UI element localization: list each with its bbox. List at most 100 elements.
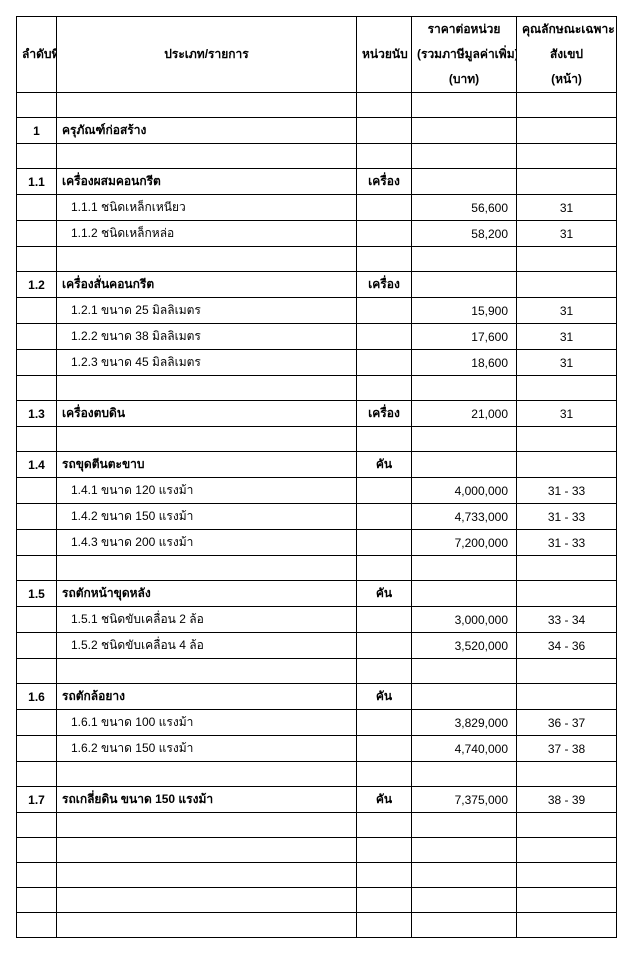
table-body: 1ครุภัณฑ์ก่อสร้าง1.1เครื่องผสมคอนกรีตเคร… — [17, 93, 617, 938]
cell-desc — [57, 913, 357, 938]
cell-spec — [517, 863, 617, 888]
cell-unit — [357, 427, 412, 452]
cell-spec: 36 - 37 — [517, 710, 617, 736]
table-row: 1.3เครื่องตบดินเครื่อง21,00031 — [17, 401, 617, 427]
cell-desc: 1.5.1 ชนิดขับเคลื่อน 2 ล้อ — [57, 607, 357, 633]
cell-seq — [17, 556, 57, 581]
cell-seq — [17, 247, 57, 272]
cell-seq — [17, 195, 57, 221]
table-row — [17, 838, 617, 863]
cell-desc: เครื่องสั่นคอนกรีต — [57, 272, 357, 298]
cell-seq — [17, 710, 57, 736]
cell-unit — [357, 118, 412, 144]
cell-desc — [57, 427, 357, 452]
cell-seq — [17, 863, 57, 888]
table-row: 1.4.1 ขนาด 120 แรงม้า4,000,00031 - 33 — [17, 478, 617, 504]
cell-unit — [357, 478, 412, 504]
cell-unit — [357, 710, 412, 736]
cell-price — [412, 144, 517, 169]
cell-desc — [57, 659, 357, 684]
cell-seq — [17, 324, 57, 350]
cell-desc — [57, 247, 357, 272]
cell-price: 7,375,000 — [412, 787, 517, 813]
table-row: 1.6รถตักล้อยางคัน — [17, 684, 617, 710]
cell-desc: เครื่องตบดิน — [57, 401, 357, 427]
cell-desc: 1.1.2 ชนิดเหล็กหล่อ — [57, 221, 357, 247]
table-row: 1.1.2 ชนิดเหล็กหล่อ58,20031 — [17, 221, 617, 247]
table-row — [17, 144, 617, 169]
cell-desc: 1.5.2 ชนิดขับเคลื่อน 4 ล้อ — [57, 633, 357, 659]
cell-desc: 1.6.2 ขนาด 150 แรงม้า — [57, 736, 357, 762]
cell-spec: 31 — [517, 298, 617, 324]
header-desc: ประเภท/รายการ — [57, 17, 357, 93]
cell-desc — [57, 813, 357, 838]
cell-seq — [17, 478, 57, 504]
cell-desc: รถเกลี่ยดิน ขนาด 150 แรงม้า — [57, 787, 357, 813]
cell-unit: เครื่อง — [357, 401, 412, 427]
cell-unit — [357, 888, 412, 913]
cell-desc: 1.2.1 ขนาด 25 มิลลิเมตร — [57, 298, 357, 324]
cell-price — [412, 684, 517, 710]
cell-price: 3,000,000 — [412, 607, 517, 633]
cell-seq: 1.1 — [17, 169, 57, 195]
cell-desc: เครื่องผสมคอนกรีต — [57, 169, 357, 195]
cell-unit: เครื่อง — [357, 169, 412, 195]
cell-unit: เครื่อง — [357, 272, 412, 298]
cell-spec — [517, 93, 617, 118]
cell-price: 17,600 — [412, 324, 517, 350]
cell-spec: 37 - 38 — [517, 736, 617, 762]
cell-price — [412, 581, 517, 607]
table-row: 1.5.2 ชนิดขับเคลื่อน 4 ล้อ3,520,00034 - … — [17, 633, 617, 659]
table-row — [17, 247, 617, 272]
table-row: 1.2.1 ขนาด 25 มิลลิเมตร15,90031 — [17, 298, 617, 324]
table-row: 1.1เครื่องผสมคอนกรีตเครื่อง — [17, 169, 617, 195]
table-row: 1.2.2 ขนาด 38 มิลลิเมตร17,60031 — [17, 324, 617, 350]
table-row — [17, 813, 617, 838]
cell-seq — [17, 93, 57, 118]
cell-price: 3,829,000 — [412, 710, 517, 736]
table-row: 1.4รถขุดตีนตะขาบคัน — [17, 452, 617, 478]
cell-spec — [517, 684, 617, 710]
cell-unit — [357, 530, 412, 556]
cell-desc: 1.4.3 ขนาด 200 แรงม้า — [57, 530, 357, 556]
table-row: 1.2.3 ขนาด 45 มิลลิเมตร18,60031 — [17, 350, 617, 376]
cell-unit — [357, 376, 412, 401]
table-row — [17, 427, 617, 452]
cell-spec — [517, 838, 617, 863]
cell-price: 56,600 — [412, 195, 517, 221]
cell-spec — [517, 762, 617, 787]
cell-desc: รถขุดตีนตะขาบ — [57, 452, 357, 478]
cell-spec — [517, 813, 617, 838]
cell-unit: คัน — [357, 684, 412, 710]
cell-price: 3,520,000 — [412, 633, 517, 659]
cell-seq — [17, 736, 57, 762]
cell-seq — [17, 376, 57, 401]
table-row — [17, 888, 617, 913]
cell-unit — [357, 298, 412, 324]
cell-unit: คัน — [357, 787, 412, 813]
cell-spec — [517, 272, 617, 298]
cell-price — [412, 272, 517, 298]
cell-seq: 1.3 — [17, 401, 57, 427]
table-row: 1.4.3 ขนาด 200 แรงม้า7,200,00031 - 33 — [17, 530, 617, 556]
cell-spec: 31 - 33 — [517, 504, 617, 530]
cell-seq — [17, 530, 57, 556]
header-seq: ลำดับที่ — [17, 17, 57, 93]
cell-unit — [357, 556, 412, 581]
cell-seq — [17, 659, 57, 684]
table-row — [17, 659, 617, 684]
cell-unit — [357, 813, 412, 838]
cell-price: 4,000,000 — [412, 478, 517, 504]
header-price-line2: (รวมภาษีมูลค่าเพิ่ม) — [412, 42, 517, 67]
cell-seq — [17, 633, 57, 659]
header-price-line1: ราคาต่อหน่วย — [412, 17, 517, 43]
cell-seq — [17, 221, 57, 247]
cell-seq — [17, 504, 57, 530]
cell-price: 21,000 — [412, 401, 517, 427]
cell-spec: 31 - 33 — [517, 530, 617, 556]
cell-seq — [17, 888, 57, 913]
cell-seq — [17, 913, 57, 938]
cell-unit — [357, 504, 412, 530]
cell-unit — [357, 863, 412, 888]
cell-price — [412, 659, 517, 684]
